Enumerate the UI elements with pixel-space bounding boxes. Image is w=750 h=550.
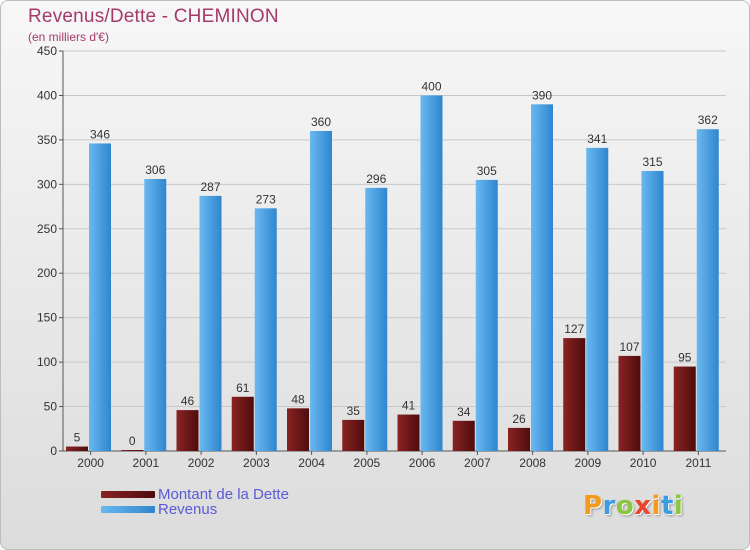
data-label: 341 xyxy=(587,132,607,146)
x-tick-label: 2001 xyxy=(133,456,160,470)
logo-letter: r xyxy=(602,491,616,521)
y-tick-label: 100 xyxy=(37,355,57,369)
proxiti-logo: Proxiti xyxy=(583,491,683,521)
logo-letter: i xyxy=(673,491,684,521)
logo-letter: P xyxy=(583,491,603,521)
legend-swatch-revenus xyxy=(101,506,155,513)
bar-revenus xyxy=(531,104,553,451)
data-label: 362 xyxy=(698,113,718,127)
data-label: 35 xyxy=(347,404,361,418)
data-label: 0 xyxy=(129,434,136,448)
data-label: 61 xyxy=(236,381,250,395)
x-tick-label: 2009 xyxy=(575,456,602,470)
legend-swatch-dette xyxy=(101,491,155,498)
logo-letter: t xyxy=(660,491,674,521)
bar-revenus xyxy=(144,179,167,451)
data-label: 273 xyxy=(256,192,276,206)
x-tick-label: 2006 xyxy=(409,456,436,470)
logo-letter: i xyxy=(651,491,661,521)
x-tick-label: 2011 xyxy=(685,456,711,470)
legend-label-revenus: Revenus xyxy=(158,501,218,518)
bar-revenus xyxy=(696,129,719,451)
bar-dette xyxy=(342,419,365,451)
legend-item-dette: Montant de la Dette xyxy=(101,486,289,503)
logo-letter: o xyxy=(615,491,635,521)
data-label: 360 xyxy=(311,115,331,129)
y-tick-label: 250 xyxy=(37,222,57,236)
data-label: 346 xyxy=(90,127,110,141)
data-label: 48 xyxy=(291,392,305,406)
y-tick-label: 0 xyxy=(50,444,57,458)
bar-revenus xyxy=(89,143,111,451)
x-tick-label: 2010 xyxy=(630,456,657,470)
legend-label-dette: Montant de la Dette xyxy=(158,486,289,503)
legend: Montant de la Dette Revenus xyxy=(101,486,289,518)
y-tick-label: 50 xyxy=(44,400,58,414)
bar-dette xyxy=(452,420,475,451)
bar-revenus xyxy=(420,95,443,451)
y-tick-label: 200 xyxy=(37,266,57,280)
data-label: 390 xyxy=(532,88,552,102)
legend-item-revenus: Revenus xyxy=(101,501,289,518)
x-tick-label: 2000 xyxy=(77,456,104,470)
bar-dette xyxy=(121,450,144,451)
bar-dette xyxy=(231,396,254,451)
bar-revenus xyxy=(586,147,609,451)
bar-dette xyxy=(673,366,696,451)
data-label: 306 xyxy=(145,163,165,177)
x-tick-label: 2005 xyxy=(354,456,381,470)
bar-revenus xyxy=(365,187,388,451)
data-label: 400 xyxy=(421,79,441,93)
bar-dette xyxy=(176,410,199,451)
y-tick-label: 300 xyxy=(37,177,57,191)
bar-revenus xyxy=(199,195,222,451)
data-label: 296 xyxy=(366,172,386,186)
x-tick-label: 2008 xyxy=(519,456,546,470)
x-tick-label: 2007 xyxy=(464,456,491,470)
data-label: 305 xyxy=(477,164,497,178)
y-tick-label: 400 xyxy=(37,88,57,102)
data-label: 95 xyxy=(678,351,692,365)
bar-dette xyxy=(618,355,641,451)
x-tick-label: 2003 xyxy=(243,456,270,470)
bar-revenus xyxy=(310,131,332,451)
data-label: 26 xyxy=(512,412,526,426)
chart-title: Revenus/Dette - CHEMINON xyxy=(28,6,279,27)
y-tick-label: 450 xyxy=(37,44,57,58)
x-tick-label: 2004 xyxy=(298,456,325,470)
bar-dette xyxy=(508,427,530,451)
bar-dette xyxy=(66,446,88,451)
bar-dette xyxy=(287,408,309,451)
bar-revenus xyxy=(254,208,277,451)
data-label: 315 xyxy=(642,155,662,169)
data-label: 46 xyxy=(181,394,195,408)
logo-letter: x xyxy=(634,491,652,521)
data-label: 41 xyxy=(402,399,416,413)
data-label: 287 xyxy=(200,180,220,194)
bar-dette xyxy=(563,338,586,451)
data-label: 127 xyxy=(564,322,584,336)
y-tick-label: 150 xyxy=(37,311,57,325)
chart-subtitle: (en milliers d'€) xyxy=(28,30,109,44)
bar-revenus xyxy=(641,171,664,451)
bar-revenus xyxy=(475,179,498,451)
data-label: 34 xyxy=(457,405,471,419)
x-tick-label: 2002 xyxy=(188,456,215,470)
data-label: 5 xyxy=(74,431,81,445)
y-tick-label: 350 xyxy=(37,133,57,147)
data-label: 107 xyxy=(619,340,639,354)
bar-dette xyxy=(397,414,420,451)
